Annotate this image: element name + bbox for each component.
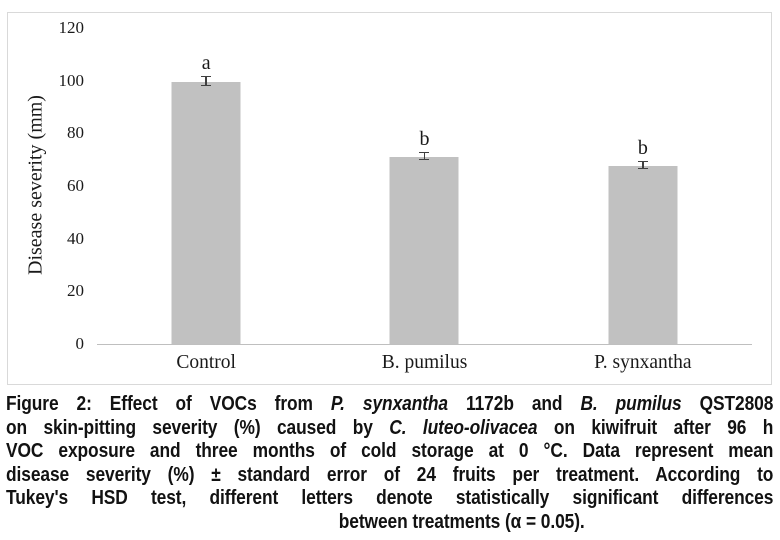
- caption-text: VOC exposure and three months of cold st…: [6, 440, 774, 462]
- plot-area: a b b: [97, 28, 752, 345]
- x-tick-label-p-synxantha: P. synxantha: [594, 352, 692, 373]
- caption-species-italic: C. luteo-olivacea: [389, 416, 538, 439]
- bar: [171, 81, 241, 344]
- caption-line: on skin-pitting severity (%) caused by C…: [6, 417, 773, 441]
- bar-chart: Disease severity (mm) 0 20 40 60 80 100 120 a …: [7, 12, 772, 385]
- sig-letter: b: [637, 137, 648, 160]
- y-tick-label: 20: [67, 281, 84, 301]
- sig-letter: a: [201, 52, 211, 75]
- caption-text: disease severity (%) ± standard error of…: [6, 463, 774, 486]
- figure-caption: Figure 2: Effect of VOCs from P. synxant…: [6, 393, 773, 534]
- y-tick-label: 120: [58, 18, 85, 37]
- bar: [389, 157, 459, 344]
- caption-line: Figure 2: Effect of VOCs from P. synxant…: [6, 393, 773, 417]
- caption-text: Tukey's HSD test, different letters deno…: [6, 487, 774, 509]
- y-tick-label: 60: [67, 176, 84, 195]
- caption-species-italic: B. pumilus: [580, 393, 682, 415]
- error-bar: [419, 151, 430, 161]
- bar-group-p-synxantha: b: [534, 28, 752, 344]
- y-tick-label: 0: [75, 334, 85, 353]
- caption-line: disease severity (%) ± standard error of…: [6, 464, 773, 488]
- error-bar: [637, 161, 648, 170]
- bar-group-control: a: [97, 28, 315, 344]
- caption-text: on kiwifruit after 96 h: [537, 416, 774, 439]
- caption-text: 1172b and: [448, 393, 581, 415]
- sig-letter: b: [419, 127, 430, 150]
- y-axis-ticks: 0 20 40 60 80 100 120: [8, 18, 85, 353]
- caption-text: QST2808: [681, 393, 774, 415]
- caption-species-italic: P. synxantha: [330, 393, 449, 415]
- caption-text: Figure 2: Effect of VOCs from: [6, 393, 331, 415]
- y-tick-label: 100: [58, 70, 85, 90]
- caption-line: Tukey's HSD test, different letters deno…: [6, 487, 773, 511]
- bar: [608, 166, 678, 344]
- y-tick-label: 80: [67, 123, 84, 143]
- caption-text: on skin-pitting severity (%) caused by: [6, 416, 390, 439]
- x-tick-label-control: Control: [176, 352, 236, 373]
- x-axis-labels: Control B. pumilus P. synxantha: [97, 352, 752, 380]
- caption-text: between treatments (α = 0.05).: [338, 510, 585, 533]
- x-tick-label-b-pumilus: B. pumilus: [381, 352, 468, 373]
- caption-line: VOC exposure and three months of cold st…: [6, 440, 773, 464]
- error-bar: [201, 76, 212, 86]
- y-tick-label: 40: [67, 228, 84, 248]
- bar-group-b-pumilus: b: [315, 28, 533, 344]
- caption-line-last: between treatments (α = 0.05).: [6, 511, 773, 535]
